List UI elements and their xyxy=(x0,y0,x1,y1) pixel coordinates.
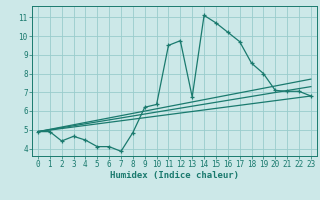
X-axis label: Humidex (Indice chaleur): Humidex (Indice chaleur) xyxy=(110,171,239,180)
